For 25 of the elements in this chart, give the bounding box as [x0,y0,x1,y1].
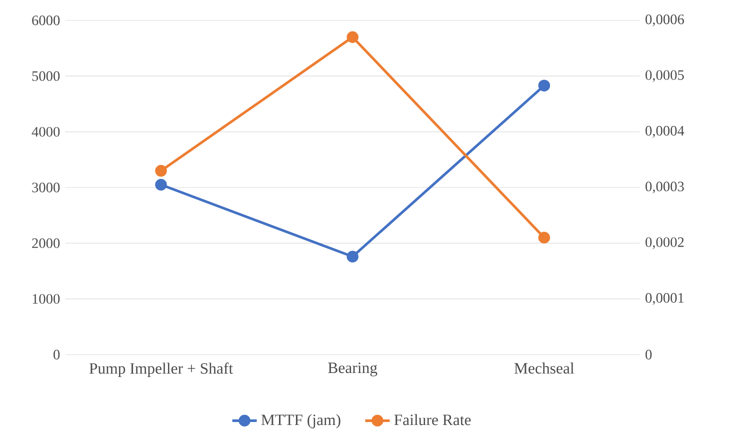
point [538,80,550,92]
y2-tick-label: 0,0004 [646,126,684,138]
y-tick-label: 3000 [32,182,60,192]
y2-tick-label: 0,0003 [646,182,684,194]
x-tick-label: Pump Impeller + Shaft [89,362,233,377]
y2-tick-label: 0,0005 [646,70,684,82]
y-tick-label: 5000 [32,71,60,81]
y2-tick-label: 0,0006 [646,14,684,26]
y-tick-label: 4000 [32,126,60,137]
point [155,178,167,191]
point [346,31,358,43]
y-tick-label: 1000 [32,294,60,304]
y-tick-label: 0 [54,350,60,360]
y2-tick-label: 0,0001 [646,292,684,305]
y2-tick-label: 0,0002 [646,237,684,250]
x-tick-label: Bearing [328,362,378,376]
point [538,232,550,244]
y2-tick-label: 0 [646,350,652,360]
point [155,164,167,177]
legend-label: Failure Rate [394,414,471,426]
x-tick-label: Mechseal [514,362,574,374]
point [346,250,358,262]
legend-label: MTTF (jam) [261,414,340,428]
y-tick-label: 6000 [32,15,60,26]
y-tick-label: 2000 [32,238,60,248]
